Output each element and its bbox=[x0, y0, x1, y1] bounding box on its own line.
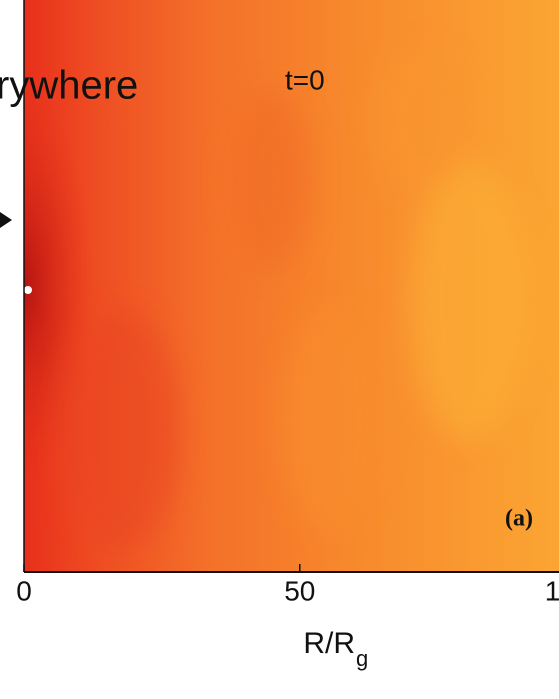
annotation: t=0 bbox=[285, 64, 325, 95]
x-tick-label: 0 bbox=[16, 575, 32, 606]
x-tick-label: 1 bbox=[545, 575, 559, 606]
x-axis-label-subscript: g bbox=[356, 646, 368, 671]
title: rywhere bbox=[0, 64, 138, 108]
panel-label: (a) bbox=[505, 506, 533, 532]
x-label-text: R/R bbox=[303, 627, 355, 660]
x-axis-label: R/R bbox=[303, 627, 355, 660]
heatmap bbox=[0, 0, 559, 572]
x-tick-label: 50 bbox=[284, 575, 315, 606]
